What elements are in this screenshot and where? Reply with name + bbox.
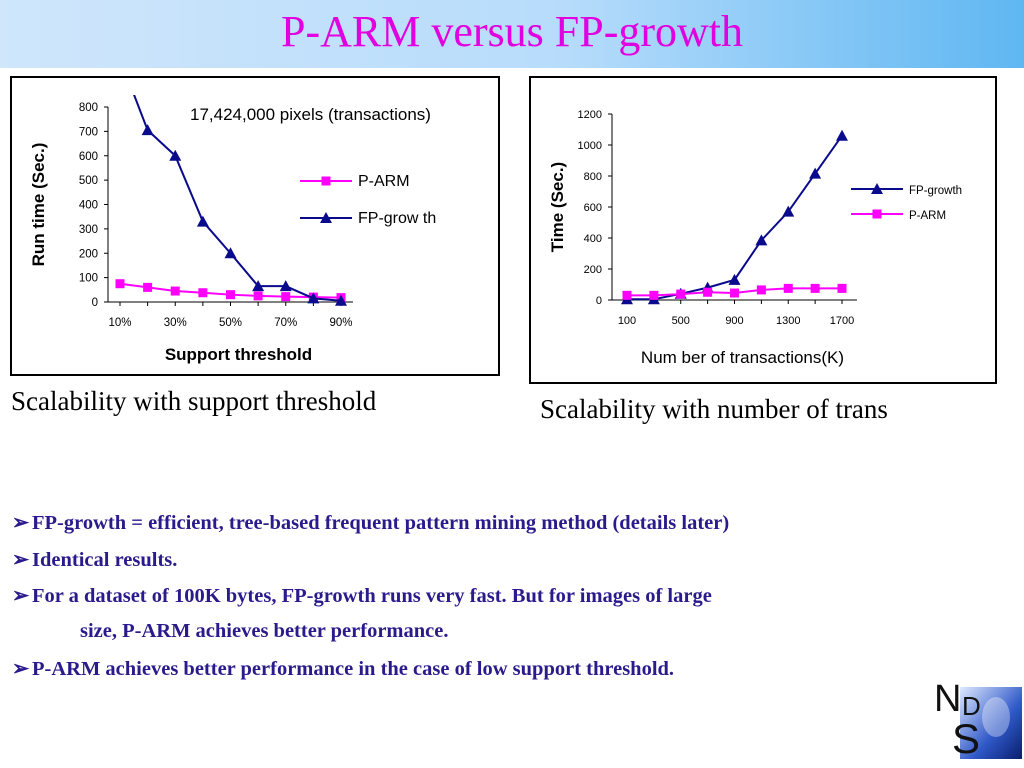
- legend-marker: [871, 183, 883, 194]
- y-tick-label: 0: [92, 297, 98, 309]
- support-threshold-chart: 0 100 200 300 400 500 600 700 800 10% 30% 50% 70% 90%…: [29, 95, 436, 364]
- x-tick-label: 100: [618, 315, 636, 327]
- data-point: [730, 288, 739, 298]
- data-point: [335, 294, 347, 306]
- transactions-chart: 0 200 400 600 800 1000 1200 100 500 900 1300 1700 Nu…: [548, 109, 962, 367]
- data-point: [169, 149, 182, 161]
- nds-logo: N D S: [934, 678, 1022, 760]
- legend-marker: [321, 176, 331, 186]
- data-point: [622, 290, 632, 300]
- x-tick-label: 1700: [830, 315, 854, 327]
- data-point: [279, 280, 292, 292]
- x-axis-label: Support threshold: [165, 345, 312, 364]
- y-tick-label: 400: [79, 200, 98, 212]
- y-tick-label: 1000: [578, 140, 602, 152]
- legend-label: P-ARM: [909, 210, 946, 222]
- bullet-text: size, P-ARM achieves better performance.: [80, 619, 449, 642]
- caption-support-threshold: Scalability with support threshold: [11, 386, 377, 416]
- legend-label: P-ARM: [358, 173, 410, 190]
- x-tick-label: 500: [672, 315, 690, 327]
- logo-letter-d: D: [962, 691, 981, 721]
- y-tick-label: 100: [79, 273, 98, 285]
- bullet-text: P-ARM achieves better performance in the…: [32, 658, 675, 680]
- data-point: [196, 215, 209, 227]
- data-point: [226, 290, 235, 300]
- bullet-arrow-icon: ➢: [12, 512, 30, 534]
- bullet-arrow-icon: ➢: [12, 658, 30, 680]
- x-tick-label: 900: [725, 315, 743, 327]
- data-point: [253, 291, 263, 301]
- x-axis-label: Num ber of transactions(K): [641, 348, 844, 367]
- data-point: [703, 287, 713, 297]
- logo-letter-s: S: [952, 715, 980, 760]
- data-point: [837, 283, 847, 293]
- bullet-item: ➢ Identical results.: [12, 547, 729, 584]
- data-point: [252, 280, 265, 292]
- data-point: [836, 129, 848, 141]
- bullet-item: ➢ P-ARM achieves better performance in th…: [12, 656, 729, 693]
- y-tick-label: 600: [584, 202, 602, 214]
- data-point: [141, 124, 154, 136]
- data-point: [810, 283, 820, 293]
- y-tick-label: 200: [584, 264, 602, 276]
- y-axis-label: Run time (Sec.): [29, 143, 48, 267]
- data-point: [782, 205, 795, 217]
- data-point: [756, 285, 766, 295]
- y-tick-label: 500: [79, 175, 98, 187]
- y-tick-label: 200: [79, 248, 98, 260]
- title-bar: P-ARM versus FP-growth: [0, 0, 1024, 68]
- bullet-arrow-icon: ➢: [12, 548, 30, 571]
- data-point: [224, 247, 237, 259]
- bullet-list: ➢ FP-growth = efficient, tree-based frequ…: [12, 510, 729, 693]
- data-point: [783, 283, 793, 293]
- y-tick-label: 300: [79, 224, 98, 236]
- legend-label: FP-growth: [909, 185, 962, 197]
- data-point: [115, 279, 125, 289]
- bullet-item: ➢ For a dataset of 100K bytes, FP-growth …: [12, 583, 729, 620]
- caption-number-of-trans: Scalability with number of trans: [540, 394, 888, 424]
- data-point: [676, 289, 686, 299]
- data-point: [307, 292, 320, 304]
- data-point: [170, 286, 180, 296]
- data-point: [809, 167, 822, 179]
- bullet-continuation: size, P-ARM achieves better performance.: [12, 620, 729, 657]
- logo-letter-n: N: [934, 678, 961, 720]
- y-tick-label: 600: [79, 151, 98, 163]
- chart-annotation: 17,424,000 pixels (transactions): [190, 105, 431, 124]
- legend-marker: [320, 212, 332, 223]
- support-threshold-chart-panel: 0 100 200 300 400 500 600 700 800 10% 30% 50% 70% 90%…: [10, 76, 500, 376]
- data-point: [281, 292, 291, 302]
- data-point: [728, 273, 741, 285]
- x-tick-label: 10%: [108, 317, 131, 329]
- y-axis-label: Time (Sec.): [548, 162, 567, 252]
- y-tick-label: 700: [79, 126, 98, 138]
- bullet-text: FP-growth = efficient, tree-based freque…: [32, 512, 730, 534]
- x-tick-label: 90%: [329, 317, 352, 329]
- legend-marker: [872, 209, 882, 219]
- data-point: [198, 288, 208, 298]
- slide-title: P-ARM versus FP-growth: [280, 7, 744, 56]
- x-tick-label: 30%: [164, 317, 187, 329]
- x-tick-label: 1300: [776, 315, 800, 327]
- data-point: [755, 234, 768, 246]
- y-tick-label: 800: [79, 102, 98, 114]
- x-tick-label: 50%: [219, 317, 242, 329]
- bullet-text: Identical results.: [32, 548, 178, 571]
- bullet-text: For a dataset of 100K bytes, FP-growth r…: [32, 585, 712, 607]
- y-tick-label: 400: [584, 233, 602, 245]
- transactions-chart-panel: 0 200 400 600 800 1000 1200 100 500 900 1300 1700 Nu…: [529, 76, 997, 384]
- legend-label: FP-grow th: [358, 210, 436, 227]
- y-tick-label: 800: [584, 171, 602, 183]
- data-point: [143, 282, 153, 292]
- bullet-arrow-icon: ➢: [12, 585, 30, 607]
- x-tick-label: 70%: [274, 317, 297, 329]
- bullet-item: ➢ FP-growth = efficient, tree-based frequ…: [12, 510, 729, 547]
- y-tick-label: 1200: [578, 109, 602, 121]
- data-point: [649, 290, 659, 300]
- y-tick-label: 0: [596, 295, 602, 307]
